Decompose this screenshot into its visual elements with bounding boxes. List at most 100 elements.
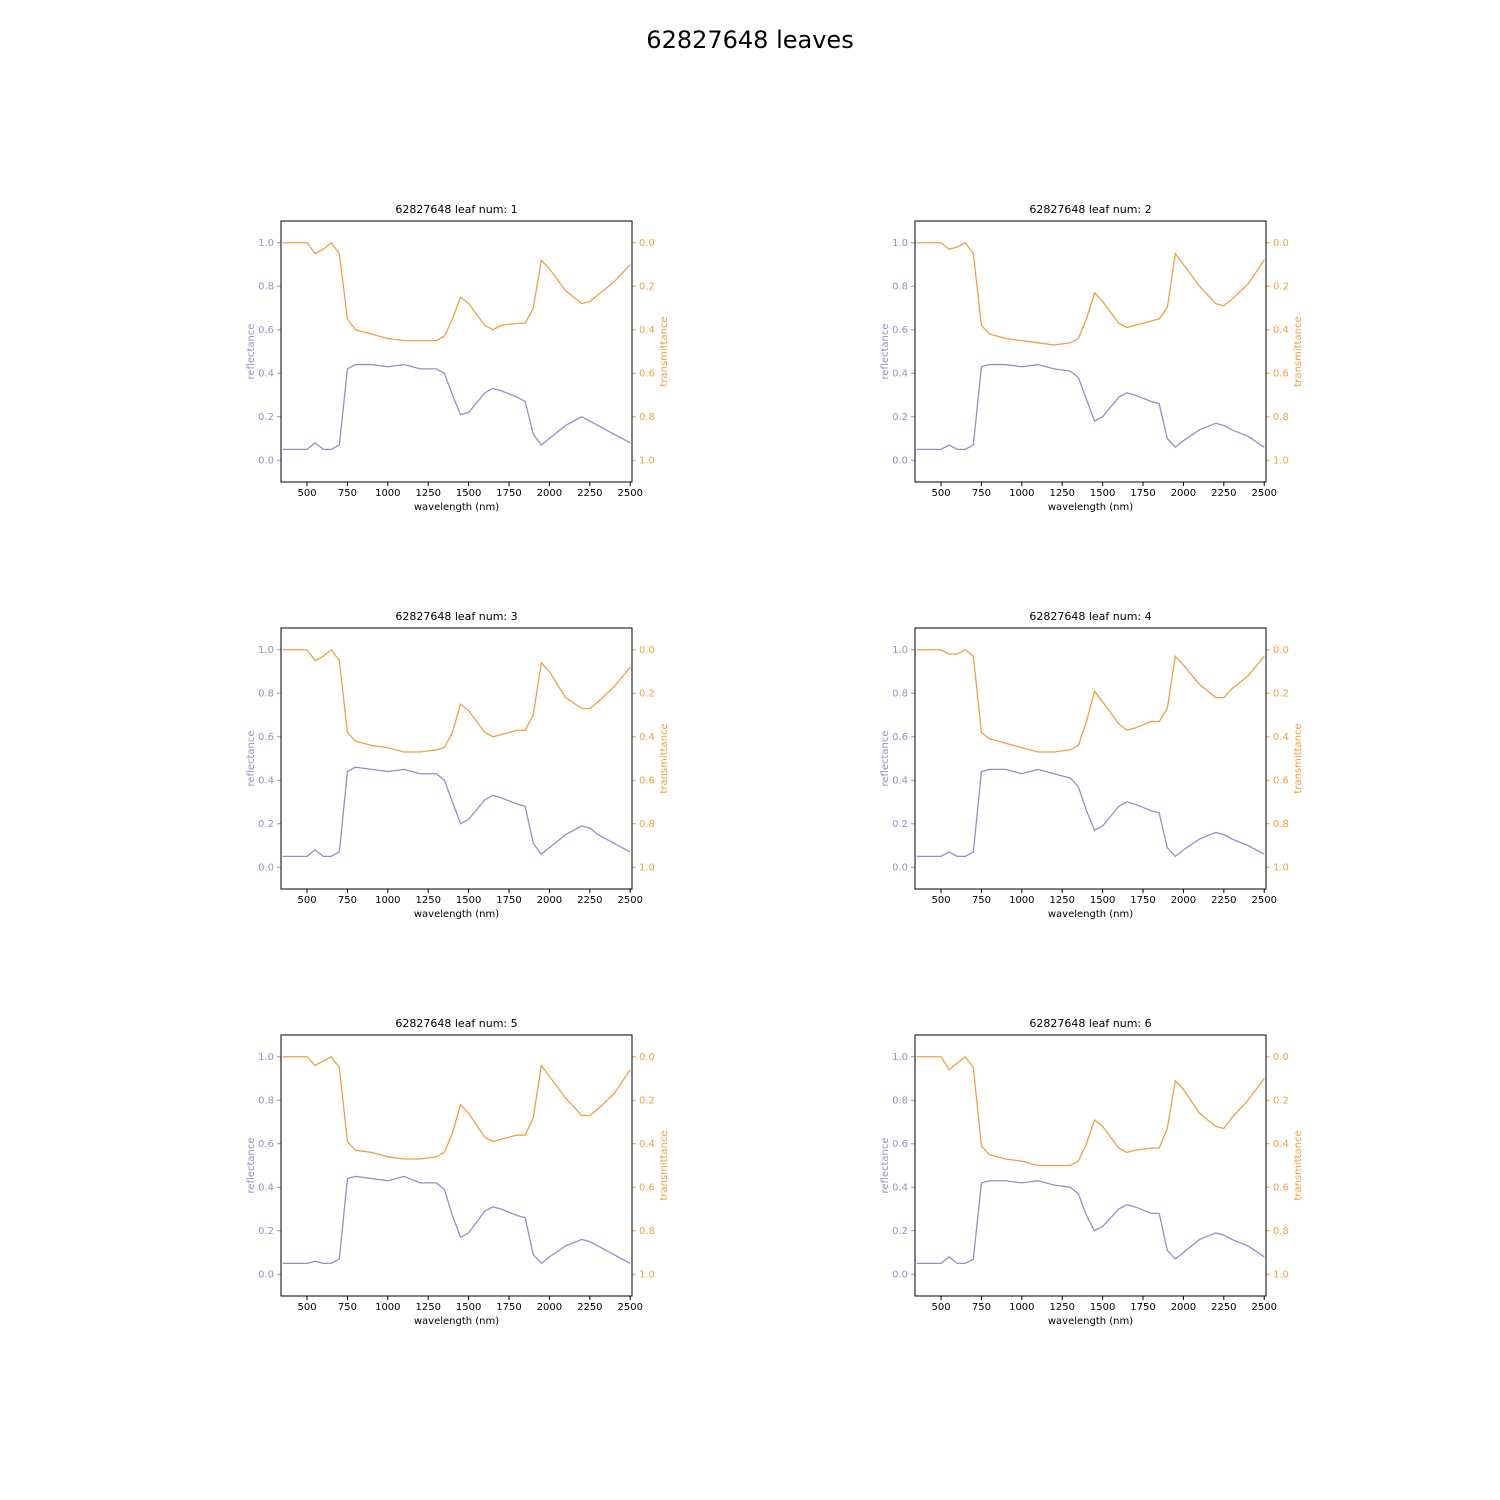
x-tick-label: 2000 bbox=[537, 488, 562, 499]
y-tick-label: 0.2 bbox=[892, 412, 908, 423]
x-tick-label: 750 bbox=[338, 895, 357, 906]
subplot-title: 62827648 leaf num: 1 bbox=[395, 203, 517, 216]
y2-tick-label: 0.0 bbox=[639, 238, 655, 249]
spectrum-line bbox=[916, 1055, 1265, 1167]
y2-tick-label: 0.4 bbox=[1273, 1139, 1289, 1150]
y-tick-label: 0.4 bbox=[892, 368, 908, 379]
x-tick-label: 1250 bbox=[1049, 895, 1074, 906]
y2-tick-label: 0.4 bbox=[1273, 325, 1289, 336]
x-tick-label: 750 bbox=[338, 488, 357, 499]
y-tick-label: 0.8 bbox=[892, 281, 908, 292]
y-axis-label: reflectance bbox=[880, 730, 891, 786]
y-tick-label: 1.0 bbox=[892, 238, 908, 249]
y-tick-label: 0.2 bbox=[258, 1226, 274, 1237]
subplot-title: 62827648 leaf num: 2 bbox=[1029, 203, 1151, 216]
x-tick-label: 2500 bbox=[1251, 895, 1276, 906]
axes-frame bbox=[914, 1034, 1267, 1297]
y2-tick-label: 0.0 bbox=[1273, 238, 1289, 249]
x-tick-label: 500 bbox=[297, 488, 316, 499]
y2-axis-label: transmittance bbox=[659, 723, 670, 793]
spectrum-line bbox=[282, 766, 631, 858]
y-tick-label: 1.0 bbox=[892, 1052, 908, 1063]
x-tick-label: 500 bbox=[931, 895, 950, 906]
spectrum-line bbox=[282, 363, 631, 451]
y-tick-label: 0.4 bbox=[892, 775, 908, 786]
y2-axis-label: transmittance bbox=[1293, 1130, 1304, 1200]
y-tick-label: 0.4 bbox=[258, 368, 274, 379]
spectrum-line bbox=[282, 1055, 631, 1160]
y2-tick-label: 0.6 bbox=[1273, 1182, 1289, 1193]
y-tick-label: 0.6 bbox=[892, 325, 908, 336]
x-axis-label: wavelength (nm) bbox=[414, 502, 499, 513]
x-tick-label: 1000 bbox=[375, 488, 400, 499]
y-tick-label: 0.2 bbox=[892, 819, 908, 830]
y-tick-label: 0.6 bbox=[892, 732, 908, 743]
x-tick-label: 1500 bbox=[1090, 1302, 1115, 1313]
x-tick-label: 1500 bbox=[456, 488, 481, 499]
spectrum-line bbox=[282, 648, 631, 753]
y2-tick-label: 0.2 bbox=[639, 281, 655, 292]
subplot-title: 62827648 leaf num: 4 bbox=[1029, 610, 1151, 623]
x-tick-label: 2250 bbox=[1211, 488, 1236, 499]
y2-tick-label: 0.4 bbox=[639, 732, 655, 743]
y-tick-label: 0.0 bbox=[258, 455, 274, 466]
x-tick-label: 500 bbox=[297, 895, 316, 906]
x-tick-label: 2250 bbox=[1211, 1302, 1236, 1313]
y-tick-label: 0.8 bbox=[892, 688, 908, 699]
subplot-title: 62827648 leaf num: 6 bbox=[1029, 1017, 1151, 1030]
y2-tick-label: 0.0 bbox=[639, 645, 655, 656]
x-axis-label: wavelength (nm) bbox=[414, 1316, 499, 1327]
x-tick-label: 1250 bbox=[1049, 1302, 1074, 1313]
y2-axis-label: transmittance bbox=[659, 1130, 670, 1200]
y2-tick-label: 0.2 bbox=[1273, 688, 1289, 699]
y2-tick-label: 0.2 bbox=[1273, 281, 1289, 292]
y2-tick-label: 0.4 bbox=[639, 325, 655, 336]
y2-tick-label: 0.2 bbox=[1273, 1095, 1289, 1106]
y2-tick-label: 1.0 bbox=[1273, 455, 1289, 466]
x-tick-label: 1750 bbox=[1130, 488, 1155, 499]
x-tick-label: 1250 bbox=[415, 895, 440, 906]
y2-tick-label: 0.6 bbox=[639, 775, 655, 786]
axes-frame bbox=[280, 220, 633, 483]
y2-axis-label: transmittance bbox=[1293, 316, 1304, 386]
x-tick-label: 2250 bbox=[577, 895, 602, 906]
y-tick-label: 0.0 bbox=[258, 1269, 274, 1280]
y2-tick-label: 0.6 bbox=[1273, 775, 1289, 786]
y-tick-label: 0.0 bbox=[258, 862, 274, 873]
y-axis-label: reflectance bbox=[880, 1137, 891, 1193]
spectrum-line bbox=[916, 1180, 1265, 1265]
x-tick-label: 2500 bbox=[1251, 1302, 1276, 1313]
x-tick-label: 1500 bbox=[1090, 895, 1115, 906]
y2-tick-label: 0.4 bbox=[1273, 732, 1289, 743]
y2-tick-label: 0.0 bbox=[1273, 1052, 1289, 1063]
x-tick-label: 2000 bbox=[1171, 895, 1196, 906]
x-tick-label: 750 bbox=[972, 895, 991, 906]
y2-tick-label: 0.8 bbox=[1273, 1226, 1289, 1237]
x-tick-label: 2500 bbox=[617, 895, 642, 906]
x-tick-label: 500 bbox=[297, 1302, 316, 1313]
x-tick-label: 1000 bbox=[1009, 488, 1034, 499]
x-tick-label: 2000 bbox=[1171, 488, 1196, 499]
x-tick-label: 1250 bbox=[415, 488, 440, 499]
y2-tick-label: 0.8 bbox=[1273, 412, 1289, 423]
y2-tick-label: 1.0 bbox=[639, 1269, 655, 1280]
y2-axis-label: transmittance bbox=[659, 316, 670, 386]
y-tick-label: 0.0 bbox=[892, 455, 908, 466]
x-tick-label: 2500 bbox=[1251, 488, 1276, 499]
spectrum-line bbox=[916, 241, 1265, 346]
x-tick-label: 2250 bbox=[577, 1302, 602, 1313]
y2-tick-label: 0.0 bbox=[639, 1052, 655, 1063]
y-tick-label: 0.6 bbox=[258, 325, 274, 336]
y2-tick-label: 0.2 bbox=[639, 1095, 655, 1106]
x-tick-label: 2500 bbox=[617, 488, 642, 499]
y-axis-label: reflectance bbox=[880, 323, 891, 379]
y-tick-label: 0.6 bbox=[258, 1139, 274, 1150]
y-tick-label: 0.6 bbox=[258, 732, 274, 743]
x-tick-label: 1750 bbox=[496, 895, 521, 906]
y2-tick-label: 0.8 bbox=[1273, 819, 1289, 830]
x-tick-label: 500 bbox=[931, 1302, 950, 1313]
subplot-title: 62827648 leaf num: 3 bbox=[395, 610, 517, 623]
y2-tick-label: 0.8 bbox=[639, 1226, 655, 1237]
x-axis-label: wavelength (nm) bbox=[1048, 502, 1133, 513]
